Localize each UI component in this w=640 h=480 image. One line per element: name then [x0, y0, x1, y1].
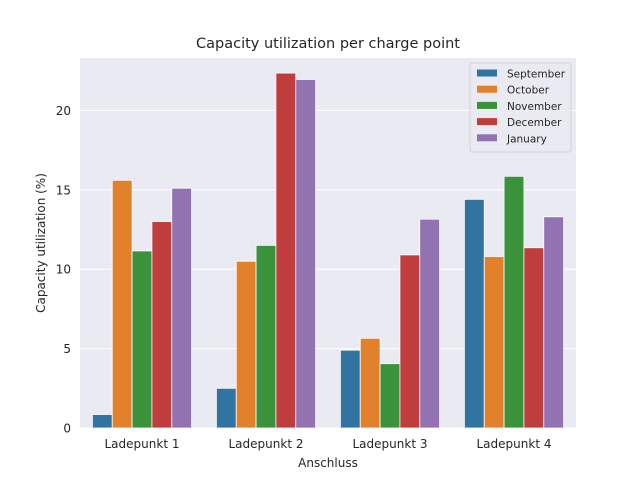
bar [339, 349, 361, 429]
legend-entry: January [506, 133, 547, 145]
bar [523, 247, 545, 429]
x-tick-label: Ladepunkt 2 [229, 437, 304, 451]
legend-entry: September [507, 69, 566, 81]
y-tick-labels: 0 5 10 15 20 [56, 104, 71, 436]
bar [171, 187, 192, 429]
bar [111, 179, 133, 429]
y-tick-label: 10 [56, 263, 71, 277]
x-tick-labels: Ladepunkt 1 Ladepunkt 2 Ladepunkt 3 Ladepun… [105, 437, 552, 451]
chart-title: Capacity utilization per charge point [196, 36, 460, 52]
bar [543, 216, 565, 429]
bar [379, 363, 401, 429]
bar [151, 221, 173, 429]
legend-entry: October [507, 85, 550, 97]
x-tick-label: Ladepunkt 4 [477, 437, 552, 451]
y-tick-label: 5 [63, 342, 71, 356]
legend-entry: November [507, 101, 562, 113]
y-tick-label: 0 [63, 422, 71, 436]
x-tick-label: Ladepunkt 3 [353, 437, 428, 451]
bar [295, 79, 317, 429]
bar [359, 337, 381, 429]
legend-swatch [477, 69, 497, 77]
bar [503, 175, 525, 429]
bar [235, 260, 257, 429]
legend: September October November December January [469, 62, 572, 153]
legend-swatch [477, 118, 497, 126]
y-tick-label: 15 [56, 183, 71, 197]
legend-frame [469, 62, 572, 153]
legend-entry: December [507, 117, 562, 129]
bar [255, 244, 277, 429]
legend-swatch [477, 134, 497, 142]
bar [463, 198, 485, 429]
y-axis-label: Capacity utilization (%) [34, 173, 48, 313]
bar [275, 72, 297, 429]
x-axis-label: Anschluss [298, 456, 358, 470]
x-tick-label: Ladepunkt 1 [105, 437, 180, 451]
y-tick-label: 20 [56, 104, 71, 118]
legend-swatch [477, 101, 497, 109]
bar [419, 218, 441, 429]
bar [131, 250, 153, 429]
legend-swatch [477, 85, 497, 93]
bar [483, 256, 505, 429]
bar [92, 414, 113, 429]
bar-group [92, 72, 565, 429]
bar [399, 254, 421, 429]
bar [215, 387, 237, 429]
